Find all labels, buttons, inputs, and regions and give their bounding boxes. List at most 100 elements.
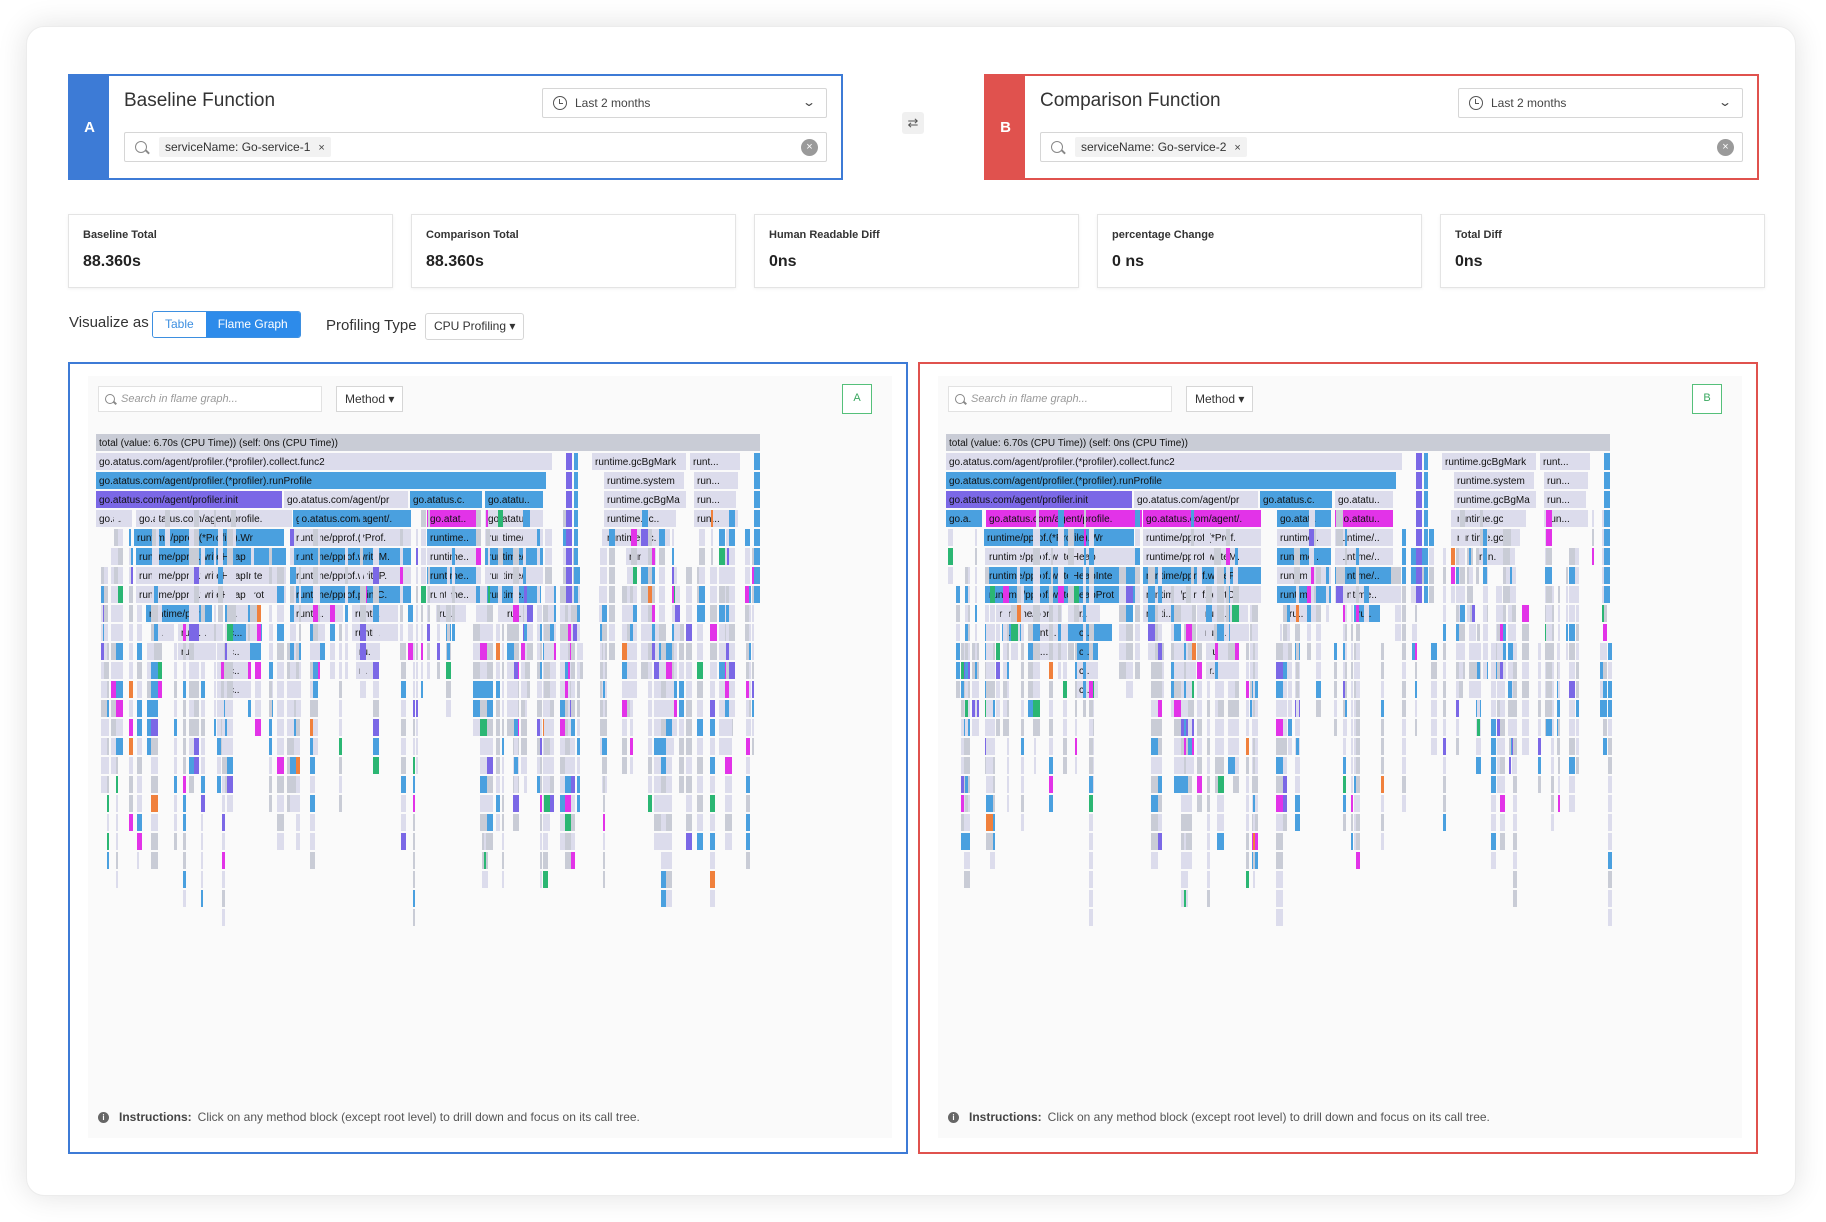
flame-sliver[interactable] [104, 700, 108, 717]
flame-sliver[interactable] [218, 529, 223, 546]
flame-sliver[interactable] [1451, 529, 1455, 546]
flame-sliver[interactable] [725, 719, 732, 736]
flame-sliver[interactable] [421, 567, 426, 584]
flame-sliver[interactable] [1608, 700, 1612, 717]
flame-sliver[interactable] [948, 548, 953, 565]
flame-sliver[interactable] [299, 700, 301, 717]
flame-sliver[interactable] [1356, 776, 1360, 793]
flame-sliver[interactable] [290, 795, 296, 812]
flame-sliver[interactable] [1459, 662, 1463, 679]
flame-sliver[interactable] [672, 548, 674, 565]
flame-sliver[interactable] [480, 814, 487, 831]
chip-remove-icon[interactable]: × [318, 142, 325, 154]
flame-sliver[interactable] [1207, 890, 1210, 907]
flame-sliver[interactable] [1503, 510, 1510, 527]
flame-sliver[interactable] [1314, 567, 1316, 584]
flame-sliver[interactable] [1480, 510, 1483, 527]
flame-sliver[interactable] [1228, 738, 1235, 755]
flame-sliver[interactable] [201, 757, 205, 774]
flame-sliver[interactable] [1051, 548, 1053, 565]
flame-sliver[interactable] [574, 529, 578, 546]
flame-sliver[interactable] [986, 833, 993, 850]
flame-block[interactable] [1143, 548, 1261, 565]
flame-sliver[interactable] [1283, 643, 1287, 660]
flame-sliver[interactable] [1197, 605, 1202, 622]
flame-sliver[interactable] [661, 643, 666, 660]
flame-sliver[interactable] [498, 605, 503, 622]
flame-sliver[interactable] [201, 852, 203, 869]
flame-sliver[interactable] [754, 586, 760, 603]
flame-sliver[interactable] [484, 871, 486, 888]
flame-sliver[interactable] [1592, 548, 1594, 565]
flame-sliver[interactable] [1416, 491, 1422, 508]
flame-sliver[interactable] [1395, 624, 1401, 641]
flame-sliver[interactable] [1546, 624, 1552, 641]
flame-sliver[interactable] [1126, 681, 1133, 698]
flame-sliver[interactable] [214, 548, 216, 565]
flame-sliver[interactable] [1569, 795, 1575, 812]
flame-sliver[interactable] [183, 890, 186, 907]
flame-sliver[interactable] [480, 662, 487, 679]
flame-sliver[interactable] [1294, 567, 1300, 584]
flame-sliver[interactable] [183, 624, 186, 641]
flame-sliver[interactable] [1569, 624, 1575, 641]
flame-sliver[interactable] [686, 757, 692, 774]
flame-sliver[interactable] [277, 719, 284, 736]
flame-sliver[interactable] [548, 624, 554, 641]
flame-sliver[interactable] [1192, 605, 1196, 622]
flame-sliver[interactable] [1307, 586, 1311, 603]
flame-sliver[interactable] [218, 605, 223, 622]
flame-sliver[interactable] [1309, 567, 1315, 584]
flame-sliver[interactable] [1276, 795, 1283, 812]
flame-sliver[interactable] [961, 833, 966, 850]
flame-sliver[interactable] [630, 757, 633, 774]
flame-sliver[interactable] [986, 700, 993, 717]
flame-sliver[interactable] [1443, 643, 1446, 660]
flame-sliver[interactable] [360, 567, 363, 584]
flame-sliver[interactable] [711, 510, 713, 527]
flame-sliver[interactable] [956, 624, 960, 641]
flame-sliver[interactable] [227, 719, 233, 736]
flame-sliver[interactable] [1551, 719, 1554, 736]
flame-sliver[interactable] [1021, 795, 1024, 812]
flame-sliver[interactable] [631, 605, 637, 622]
flame-block[interactable] [410, 491, 482, 508]
flame-sliver[interactable] [661, 833, 666, 850]
flame-sliver[interactable] [1558, 586, 1560, 603]
flame-sliver[interactable] [1600, 681, 1604, 698]
flame-sliver[interactable] [719, 662, 725, 679]
flame-sliver[interactable] [1497, 700, 1500, 717]
flame-sliver[interactable] [1063, 624, 1067, 641]
flame-sliver[interactable] [137, 757, 142, 774]
flame-sliver[interactable] [749, 586, 751, 603]
flame-sliver[interactable] [1049, 662, 1053, 679]
flame-sliver[interactable] [1253, 643, 1255, 660]
flame-sliver[interactable] [1316, 567, 1321, 584]
flame-sliver[interactable] [107, 852, 109, 869]
flame-sliver[interactable] [956, 681, 960, 698]
flame-sliver[interactable] [1185, 624, 1192, 641]
flame-sliver[interactable] [1431, 662, 1437, 679]
flame-sliver[interactable] [174, 681, 177, 698]
flame-sliver[interactable] [214, 643, 216, 660]
flame-sliver[interactable] [1351, 586, 1353, 603]
flame-sliver[interactable] [498, 510, 503, 527]
flame-sliver[interactable] [1483, 529, 1487, 546]
flame-sliver[interactable] [287, 662, 290, 679]
flame-sliver[interactable] [1496, 586, 1502, 603]
flame-sliver[interactable] [217, 643, 221, 660]
flame-block[interactable] [293, 548, 411, 565]
flame-sliver[interactable] [502, 643, 504, 660]
flame-sliver[interactable] [1402, 757, 1406, 774]
flame-sliver[interactable] [1215, 700, 1218, 717]
flame-sliver[interactable] [665, 833, 672, 850]
flame-sliver[interactable] [1074, 624, 1079, 641]
flame-sliver[interactable] [287, 757, 290, 774]
flame-sliver[interactable] [746, 852, 750, 869]
flame-sliver[interactable] [548, 719, 554, 736]
flame-sliver[interactable] [1569, 567, 1575, 584]
flame-sliver[interactable] [1472, 605, 1475, 622]
flame-sliver[interactable] [437, 662, 440, 679]
flame-sliver[interactable] [1083, 624, 1086, 641]
flame-sliver[interactable] [287, 795, 290, 812]
